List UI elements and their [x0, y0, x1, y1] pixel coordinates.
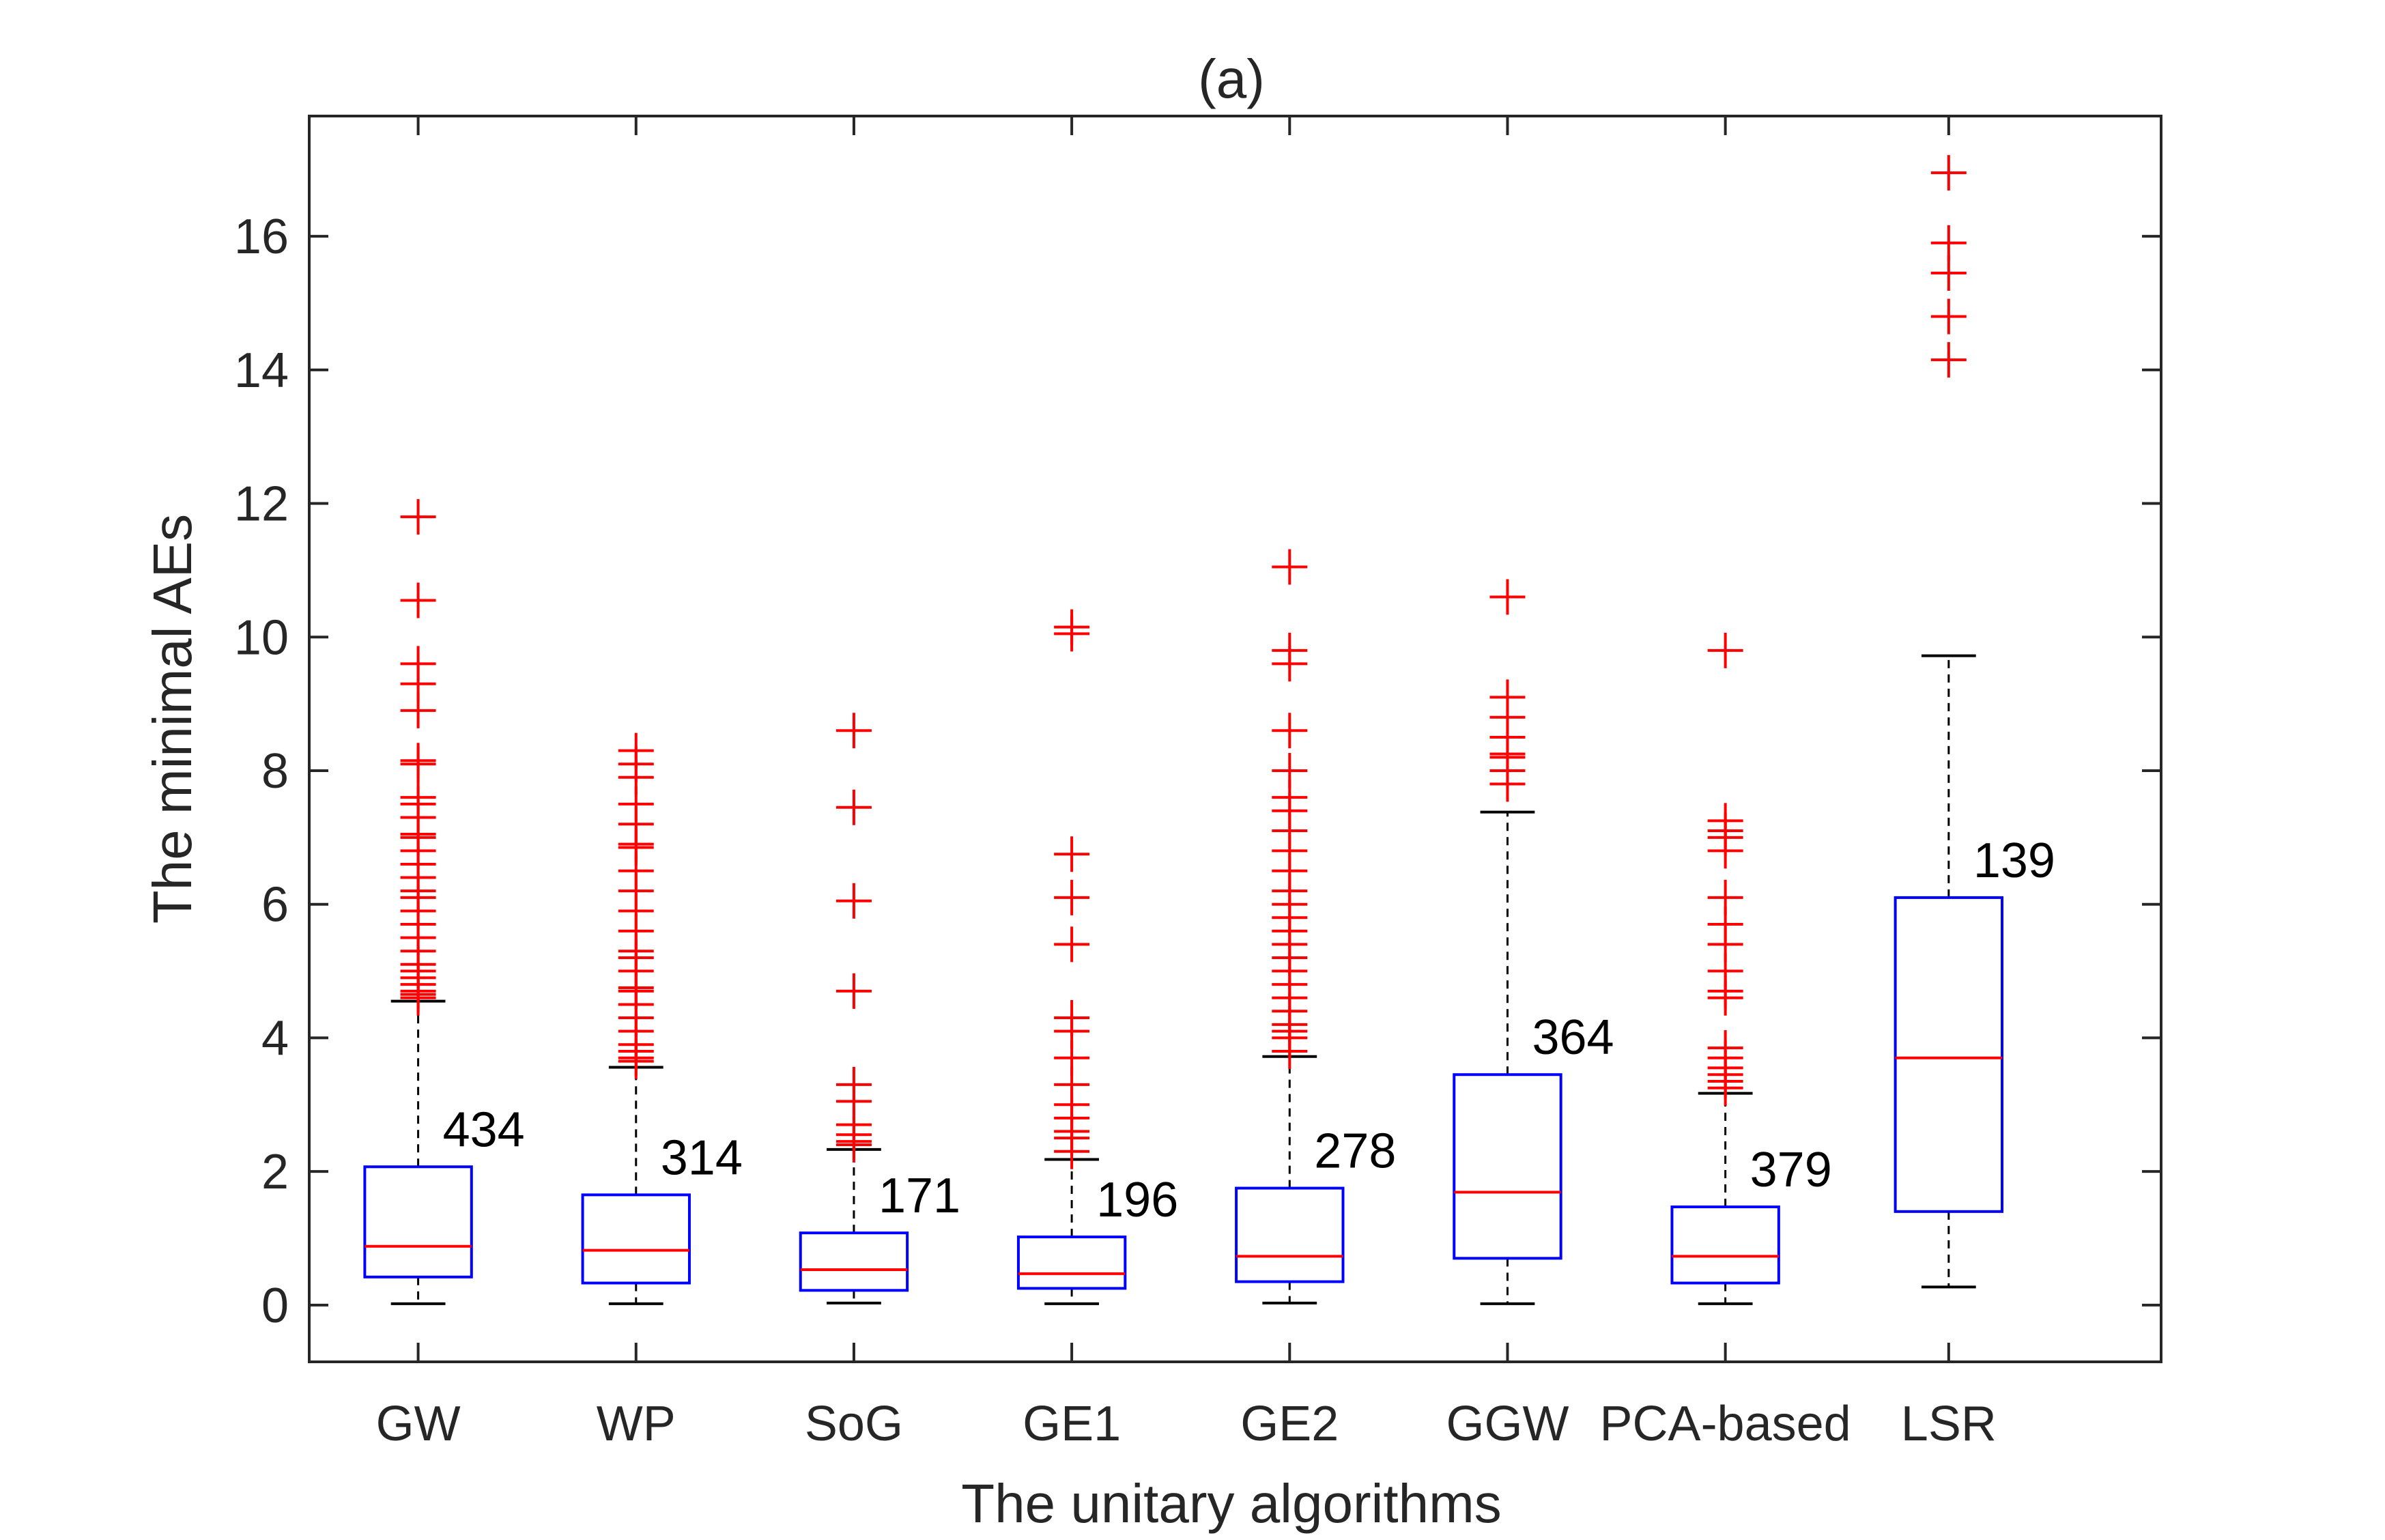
outlier-marker-lsr-4	[1930, 155, 1967, 191]
outlier-count-label-ge1: 196	[1096, 1173, 1178, 1227]
outlier-marker-lsr-0	[1930, 342, 1967, 378]
y-tick-label-16: 16	[234, 210, 289, 264]
y-tick-label-0: 0	[261, 1279, 289, 1333]
y-tick-label-8: 8	[261, 744, 289, 799]
y-tick-label-14: 14	[234, 343, 289, 398]
outlier-marker-gw-22	[400, 743, 436, 779]
outlier-marker-sog-8	[836, 789, 872, 825]
box-pca-based	[1670, 1205, 1780, 1285]
x-tick-label-ggw: GGW	[1446, 1397, 1569, 1451]
box-ge1	[1016, 1236, 1127, 1290]
x-tick-label-wp: WP	[597, 1397, 676, 1451]
box-ge2	[1235, 1186, 1345, 1283]
outlier-marker-gw-20	[400, 780, 436, 816]
outlier-marker-ggw-6	[1489, 679, 1526, 715]
outlier-marker-ge2-23	[1272, 549, 1308, 585]
outlier-marker-lsr-2	[1930, 255, 1967, 291]
x-tick-label-lsr: LSR	[1901, 1397, 1997, 1451]
outlier-marker-gw-26	[400, 582, 436, 618]
outlier-marker-pca-based-15	[1707, 803, 1743, 839]
outlier-count-label-ge2: 278	[1314, 1124, 1396, 1179]
outlier-count-label-ggw: 364	[1532, 1010, 1614, 1065]
outlier-marker-sog-6	[836, 973, 872, 1009]
outlier-marker-sog-9	[836, 713, 872, 749]
box-gw	[363, 1165, 473, 1279]
outlier-marker-wp-22	[618, 732, 654, 769]
outlier-marker-ge1-11	[1054, 836, 1090, 872]
y-tick-label-10: 10	[234, 610, 289, 665]
outlier-marker-ge2-22	[1272, 632, 1308, 668]
outlier-marker-ge1-13	[1054, 609, 1090, 645]
x-tick-label-ge2: GE2	[1240, 1397, 1339, 1451]
outlier-marker-ge1-9	[1054, 926, 1090, 962]
outlier-marker-sog-7	[836, 883, 872, 919]
y-tick-label-4: 4	[261, 1011, 289, 1066]
outlier-marker-pca-based-11	[1707, 879, 1743, 915]
outlier-marker-ge1-8	[1054, 1000, 1090, 1036]
outlier-marker-ggw-7	[1489, 579, 1526, 615]
box-ggw	[1453, 1073, 1562, 1260]
y-axis-label: The minimal AEs	[142, 514, 203, 924]
axes-frame	[308, 115, 2162, 1363]
box-wp	[581, 1193, 691, 1285]
chart-title: (a)	[1198, 48, 1265, 109]
outlier-count-label-pca-based: 379	[1750, 1143, 1832, 1197]
outlier-count-label-gw: 434	[443, 1102, 525, 1157]
y-tick-label-12: 12	[234, 477, 289, 532]
outlier-marker-ge2-20	[1272, 713, 1308, 749]
outlier-marker-pca-based-16	[1707, 632, 1743, 668]
x-tick-label-pca-based: PCA-based	[1600, 1397, 1851, 1451]
y-tick-label-6: 6	[261, 878, 289, 932]
outlier-count-label-wp: 314	[661, 1130, 743, 1185]
outlier-marker-sog-5	[836, 1066, 872, 1102]
outlier-marker-pca-based-5	[1707, 1030, 1743, 1066]
x-axis-label: The unitary algorithms	[961, 1473, 1501, 1534]
x-tick-label-sog: SoG	[805, 1397, 903, 1451]
outlier-count-label-lsr: 139	[1973, 833, 2055, 888]
outlier-marker-lsr-3	[1930, 225, 1967, 261]
outlier-marker-ge2-19	[1272, 752, 1308, 788]
outlier-marker-gw-25	[400, 646, 436, 682]
box-lsr	[1894, 896, 2004, 1213]
plot-area: 0 2 4 6 8 10 12 14 16 GW 434 WP 314 SoG 171 GE1 196 GE2 27…	[234, 115, 2162, 1451]
outlier-marker-gw-27	[400, 499, 436, 535]
box-sog	[799, 1231, 909, 1292]
outlier-count-label-sog: 171	[879, 1169, 960, 1223]
outlier-marker-lsr-1	[1930, 298, 1967, 334]
y-tick-label-2: 2	[261, 1145, 289, 1199]
x-tick-label-ge1: GE1	[1023, 1397, 1121, 1451]
outlier-marker-ge1-10	[1054, 879, 1090, 915]
x-tick-label-gw: GW	[376, 1397, 461, 1451]
